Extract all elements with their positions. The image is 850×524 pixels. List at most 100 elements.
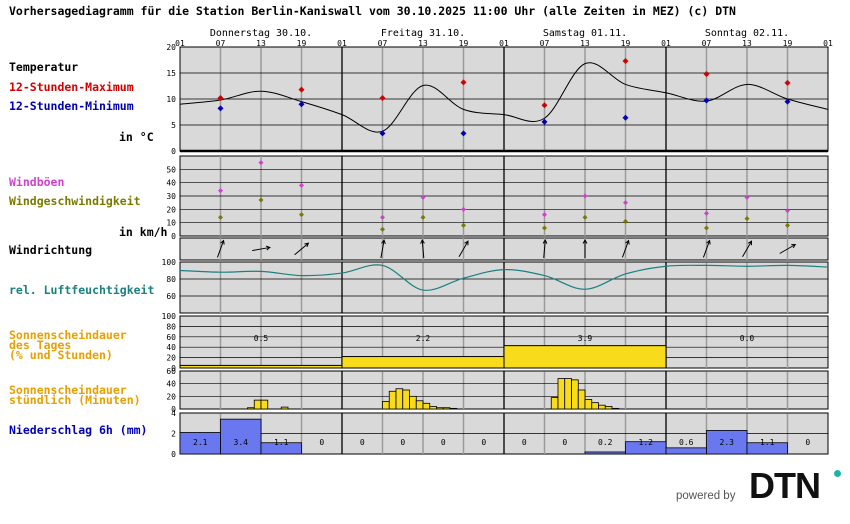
- y-tick-label-temp: 0: [171, 147, 176, 156]
- max-temp-marker: [217, 94, 224, 101]
- y-tick-label-shr: 20: [166, 392, 176, 401]
- label-sonne-std-1: Sonnenscheindauer: [9, 383, 127, 397]
- wind-direction-arrowhead: [791, 243, 797, 249]
- y-tick-label-temp: 5: [171, 121, 176, 130]
- label-12h-min: 12-Stunden-Minimum: [9, 99, 134, 113]
- precipitation-label: 0: [522, 438, 527, 447]
- wind-direction-arrowhead: [542, 238, 548, 244]
- wind-direction-arrow: [621, 240, 630, 258]
- sunshine-hour-bar: [395, 388, 404, 410]
- precipitation-label: 1.1: [760, 438, 775, 447]
- wind-speed-marker: [623, 218, 628, 224]
- precipitation-label: 2.3: [720, 438, 735, 447]
- y-tick-label-sday: 100: [162, 312, 177, 321]
- max-temp-marker: [703, 71, 710, 78]
- wind-direction-arrow: [779, 244, 796, 254]
- sunshine-hour-bar: [415, 400, 424, 410]
- wind-speed-marker: [461, 222, 466, 228]
- gust-marker: [542, 212, 547, 218]
- wind-speed-marker: [420, 214, 426, 220]
- humidity-line: [179, 264, 829, 291]
- max-temp-marker: [784, 79, 791, 86]
- wind-speed-marker: [704, 225, 709, 231]
- sunshine-hour-bar: [564, 378, 572, 410]
- y-tick-label-wind: 40: [166, 179, 176, 188]
- sunshine-hour-bar: [557, 378, 566, 410]
- day-label: Sonntag 02.11.: [705, 28, 789, 39]
- wind-direction-arrow: [252, 246, 270, 252]
- y-tick-label-hum: 80: [166, 275, 176, 284]
- wind-direction-arrowhead: [747, 240, 753, 246]
- label-temp-unit: in °C: [119, 130, 154, 144]
- min-temp-marker: [622, 114, 629, 121]
- max-temp-marker: [379, 94, 386, 101]
- sunshine-day-label: 0.5: [254, 334, 269, 343]
- y-tick-label-sday: 20: [166, 354, 176, 363]
- chart-title: Vorhersagediagramm für die Station Berli…: [9, 4, 736, 18]
- sunshine-hour-bar: [577, 389, 586, 410]
- sunshine-hour-bar: [611, 407, 620, 410]
- precipitation-label: 0.6: [679, 438, 694, 447]
- hour-tick-label: 13: [418, 39, 428, 48]
- sunshine-hour-bar: [280, 406, 289, 410]
- wind-speed-marker: [258, 197, 264, 203]
- precipitation-label: 0: [481, 438, 486, 447]
- min-temp-marker: [217, 105, 224, 112]
- gust-marker: [582, 193, 588, 199]
- wind-speed-marker: [299, 212, 304, 218]
- precipitation-label: 0.2: [598, 438, 613, 447]
- sunshine-hour-bar: [436, 407, 444, 410]
- precipitation-label: 0: [319, 438, 324, 447]
- sunshine-hour-bar: [584, 399, 593, 410]
- y-tick-label-temp: 10: [166, 95, 176, 104]
- wind-direction-arrowhead: [582, 238, 588, 244]
- precipitation-bar: [665, 447, 707, 455]
- label-feuchte: rel. Luftfeuchtigkeit: [9, 283, 154, 297]
- hour-tick-label: 13: [256, 39, 266, 48]
- dtn-logo-dot-icon: [834, 470, 841, 477]
- hour-tick-label: 01: [175, 39, 185, 48]
- wind-direction-arrow: [294, 242, 309, 256]
- y-tick-label-sday: 0: [171, 364, 176, 373]
- label-windrichtung: Windrichtung: [9, 243, 92, 257]
- y-tick-label-sday: 60: [166, 333, 176, 342]
- gust-marker: [704, 210, 709, 216]
- precipitation-bar: [746, 442, 788, 455]
- wind-speed-marker: [744, 216, 750, 222]
- footer-branding: powered by DTN: [676, 466, 846, 506]
- hour-tick-label: 07: [378, 39, 388, 48]
- precipitation-label: 0: [562, 438, 567, 447]
- precipitation-label: 3.4: [234, 438, 249, 447]
- gust-marker: [380, 214, 385, 220]
- wind-speed-marker: [542, 225, 547, 231]
- y-tick-label-sday: 40: [166, 343, 176, 352]
- hour-tick-label: 13: [580, 39, 590, 48]
- wind-speed-marker: [218, 214, 223, 220]
- y-tick-label-shr: 40: [166, 380, 176, 389]
- day-label: Freitag 31.10.: [381, 28, 465, 39]
- label-sonne-tag-2: des Tages: [9, 338, 71, 352]
- y-tick-label-wind: 30: [166, 192, 176, 201]
- label-sonne-tag-1: Sonnenscheindauer: [9, 328, 127, 342]
- max-temp-marker: [460, 79, 467, 86]
- sunshine-hour-bar: [604, 406, 613, 410]
- min-temp-marker: [379, 130, 386, 137]
- powered-by-text: powered by: [676, 490, 736, 502]
- hour-tick-label: 07: [216, 39, 226, 48]
- y-tick-label-rain: 0: [171, 450, 176, 459]
- min-temp-marker: [703, 97, 710, 104]
- wind-direction-arrow: [421, 239, 425, 259]
- sunshine-day-bar: [503, 345, 667, 369]
- hour-tick-label: 19: [783, 39, 793, 48]
- wind-direction-arrowhead: [265, 245, 271, 251]
- sunshine-hour-bar: [449, 407, 458, 410]
- max-temp-marker: [298, 86, 305, 93]
- gust-marker: [299, 182, 304, 188]
- day-label: Donnerstag 30.10.: [210, 28, 312, 39]
- y-tick-label-shr: 60: [166, 367, 176, 376]
- y-tick-label-hum: 60: [166, 292, 176, 301]
- sunshine-day-label: 0.0: [740, 334, 755, 343]
- hour-tick-label: 01: [499, 39, 509, 48]
